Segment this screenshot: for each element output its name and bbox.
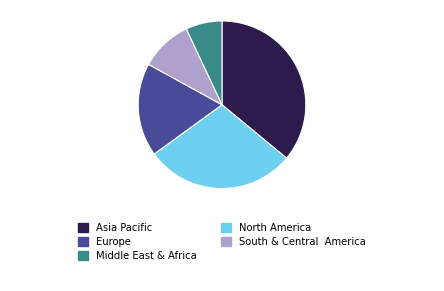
Wedge shape xyxy=(149,29,222,105)
Wedge shape xyxy=(154,105,286,189)
Wedge shape xyxy=(186,21,222,105)
Wedge shape xyxy=(222,21,306,158)
Legend: Asia Pacific, Europe, Middle East & Africa, North America, South & Central  Amer: Asia Pacific, Europe, Middle East & Afri… xyxy=(78,223,366,261)
Wedge shape xyxy=(138,64,222,154)
